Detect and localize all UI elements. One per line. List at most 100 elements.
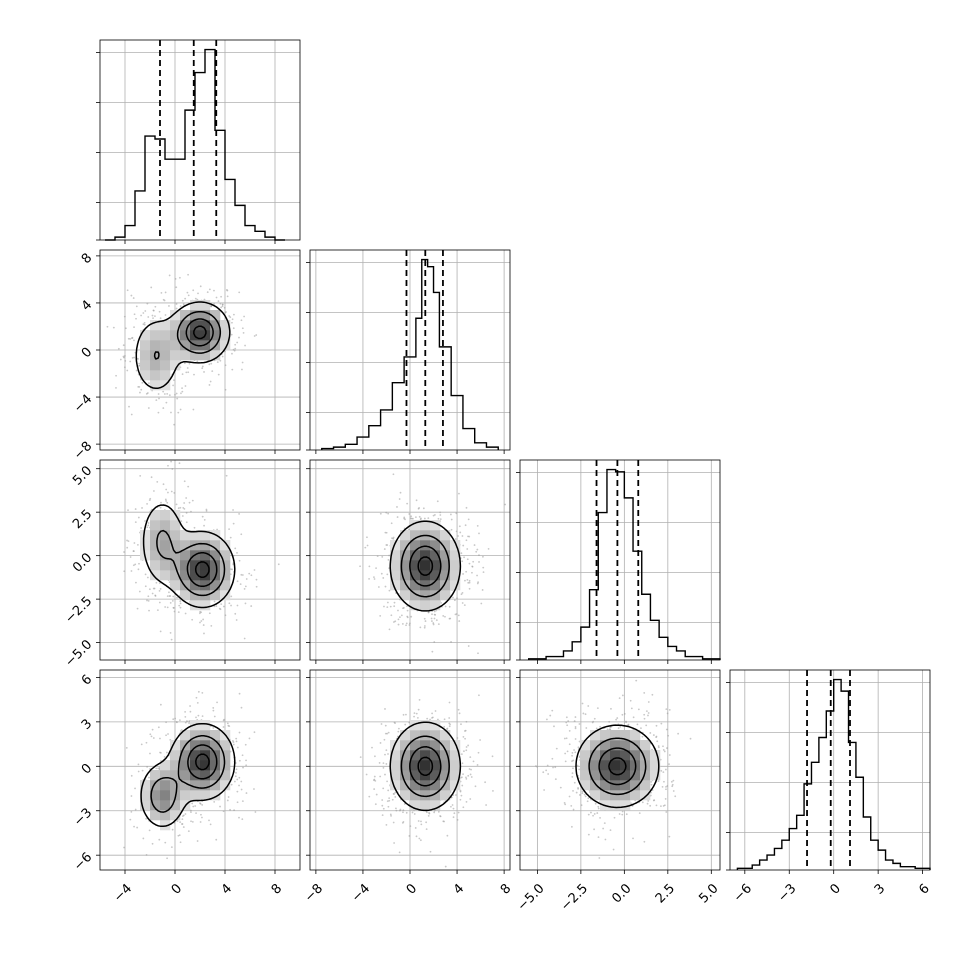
scatter-point — [570, 825, 573, 828]
scatter-point — [140, 314, 143, 317]
contour-level — [409, 545, 442, 587]
density-cell — [160, 540, 171, 551]
scatter-point — [387, 805, 390, 808]
density-cell — [180, 780, 191, 791]
scatter-point — [450, 518, 453, 521]
histogram-step-1 — [321, 258, 499, 450]
scatter-point — [403, 516, 406, 519]
contour-level — [417, 756, 434, 776]
scatter-point — [400, 614, 403, 617]
scatter-point — [444, 605, 447, 608]
scatter-point — [456, 818, 459, 821]
scatter-point — [233, 780, 236, 783]
density-cell — [400, 550, 411, 561]
scatter-point — [657, 780, 660, 783]
scatter-point — [179, 600, 182, 603]
scatter-point — [373, 775, 376, 778]
density-cell — [180, 560, 191, 571]
histogram-step-2 — [527, 468, 721, 660]
contour-lines — [389, 721, 462, 812]
scatter-point — [122, 344, 125, 347]
scatter-point — [467, 518, 470, 521]
scatter-point — [130, 413, 133, 416]
scatter-point — [623, 712, 626, 715]
scatter-point — [244, 743, 247, 746]
density-cell — [200, 770, 211, 781]
scatter-point — [427, 517, 430, 520]
scatter-point — [599, 816, 601, 819]
density-cell — [150, 810, 161, 821]
scatter-point — [183, 502, 186, 504]
density-cell — [610, 780, 621, 791]
density-cell — [640, 750, 651, 761]
scatter-point — [612, 848, 615, 851]
scatter-point — [410, 615, 413, 618]
scatter-point — [123, 315, 126, 318]
scatter-point — [126, 369, 129, 372]
scatter-point — [448, 617, 451, 620]
density-cell — [160, 800, 171, 811]
scatter-point — [193, 526, 196, 529]
scatter-point — [222, 810, 225, 813]
scatter-point — [564, 760, 567, 763]
density-cell — [140, 360, 151, 371]
scatter-point — [131, 356, 134, 359]
scatter-point — [139, 391, 141, 394]
scatter-point — [629, 699, 632, 702]
scatter-point — [231, 321, 233, 324]
scatter-point — [145, 854, 148, 856]
scatter-point — [462, 735, 465, 738]
scatter-point — [203, 632, 205, 635]
scatter-point — [126, 289, 129, 292]
scatter-point — [197, 714, 200, 717]
density-cell — [200, 570, 211, 581]
scatter-point — [163, 393, 166, 395]
scatter-point — [145, 392, 148, 395]
scatter-point — [181, 387, 183, 390]
scatter-point — [226, 295, 229, 298]
y-tick-label: −8 — [71, 439, 95, 463]
scatter-point — [476, 764, 479, 766]
scatter-point — [461, 602, 464, 604]
scatter-point — [374, 779, 377, 782]
density-cell — [220, 780, 231, 791]
scatter-point — [184, 710, 187, 713]
scatter-point — [202, 618, 205, 621]
y-tick-label: 0 — [79, 761, 95, 777]
scatter-point — [643, 692, 646, 694]
scatter-point — [472, 760, 475, 763]
gridlines — [100, 40, 300, 240]
scatter-point — [201, 804, 204, 806]
density-cell — [190, 350, 201, 361]
density-cell — [160, 820, 171, 831]
scatter-point — [449, 513, 452, 516]
scatter-point — [443, 718, 446, 721]
scatter-point — [394, 620, 397, 623]
density-cell — [440, 560, 451, 571]
density-cell — [430, 720, 441, 731]
scatter-point — [200, 813, 202, 816]
scatter-point — [225, 474, 228, 477]
scatter-point — [239, 583, 242, 586]
density-cell — [210, 770, 221, 781]
scatter-point — [135, 581, 137, 584]
scatter-point — [401, 623, 404, 625]
scatter-point — [222, 605, 225, 608]
scatter-point — [662, 749, 665, 751]
scatter-point — [154, 594, 157, 597]
density-cell — [220, 580, 231, 591]
density-cell — [430, 760, 441, 771]
density-cell — [620, 770, 631, 781]
scatter-point — [392, 473, 395, 476]
scatter-point — [657, 746, 660, 749]
density-cell — [190, 590, 201, 601]
density-cell — [140, 540, 151, 551]
scatter-point — [181, 823, 184, 825]
density-cell — [160, 350, 171, 361]
scatter-point — [208, 819, 210, 822]
scatter-point — [468, 587, 471, 590]
scatter-point — [418, 506, 420, 509]
scatter-point — [598, 857, 601, 859]
scatter-point — [216, 701, 218, 704]
scatter-point — [478, 532, 480, 535]
